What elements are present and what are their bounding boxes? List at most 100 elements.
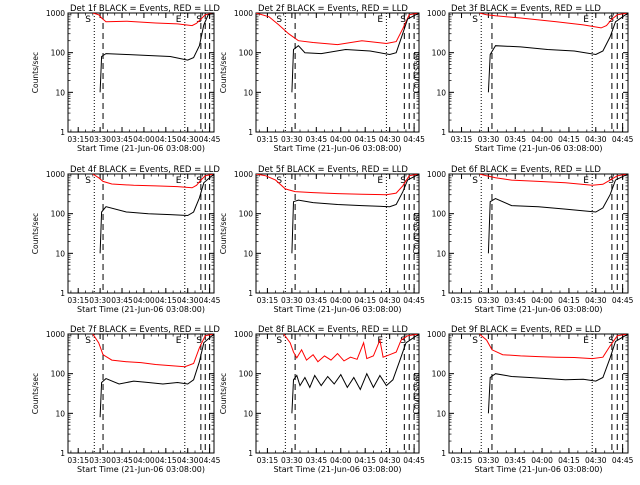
panel-3-frame xyxy=(448,12,629,133)
panel-9: Det 9f BLACK = Events, RED = LLD 1 10 100 10… xyxy=(412,325,634,474)
panel-8-ytick-label: 1 xyxy=(248,449,253,458)
panel-4-frame xyxy=(67,173,215,294)
panel-6-title: Det 6f BLACK = Events, RED = LLD xyxy=(451,165,601,175)
panel-4-ytick-label: 100 xyxy=(51,210,66,219)
panel-3-xlabel: Start Time (21-Jun-06 03:08:00) xyxy=(475,144,603,153)
panel-5-ylabel: Counts/sec xyxy=(219,213,228,254)
panel-5-series xyxy=(256,174,419,254)
panel-2-title: Det 2f BLACK = Events, RED = LLD xyxy=(258,4,408,14)
panel-6-xtick-label: 04:45 xyxy=(612,296,634,305)
panel-7-series xyxy=(92,334,214,418)
panel-1-xtick-label: 04:45 xyxy=(199,135,221,144)
panel-9-xtick-label: 04:30 xyxy=(585,456,607,465)
panel-9-xtick-label: 04:15 xyxy=(558,456,580,465)
panel-6-line-events xyxy=(487,174,628,254)
panel-4-xtick-label: 03:15 xyxy=(67,296,89,305)
panel-3-ytick-label: 10 xyxy=(436,88,446,97)
panel-1-series xyxy=(92,13,214,93)
panel-6-xtick-label: 04:15 xyxy=(558,296,580,305)
panel-5-marker-label: E xyxy=(377,176,383,186)
panel-4-series xyxy=(92,174,214,254)
panel-1-xtick-label: 04:15 xyxy=(155,135,177,144)
panel-2-marker-label: S xyxy=(276,15,282,25)
panel-5-frame xyxy=(255,173,420,294)
panel-7-xtick-label: 03:45 xyxy=(111,456,133,465)
panel-9-xtick-label: 03:15 xyxy=(451,456,473,465)
panel-3-ylabel: Counts/sec xyxy=(412,52,421,93)
panel-8-xtick-label: 03:30 xyxy=(281,456,303,465)
panel-7-title: Det 7f BLACK = Events, RED = LLD xyxy=(70,325,220,335)
panel-1-ytick-label: 1 xyxy=(60,128,65,137)
panel-1-line-lld xyxy=(92,13,214,27)
panel-7-line-events xyxy=(99,334,214,418)
panel-9-ytick-label: 100 xyxy=(432,370,447,379)
panel-3-ytick-label: 1000 xyxy=(427,9,446,18)
panel-3-xtick-label: 04:00 xyxy=(531,135,553,144)
panel-8-ytick-label: 1000 xyxy=(234,330,253,339)
panel-2-ytick-label: 10 xyxy=(243,88,253,97)
panel-6-ytick-label: 100 xyxy=(432,210,447,219)
panel-2-ytick-label: 1000 xyxy=(234,9,253,18)
panel-1-xtick-label: 04:00 xyxy=(133,135,155,144)
panel-7-xtick-label: 04:00 xyxy=(133,456,155,465)
panel-8-xtick-label: 03:45 xyxy=(305,456,327,465)
panel-1-xtick-label: 03:15 xyxy=(67,135,89,144)
panel-8-xtick-label: 04:15 xyxy=(354,456,376,465)
panel-3-title: Det 3f BLACK = Events, RED = LLD xyxy=(451,4,601,14)
panel-5-line-events xyxy=(291,174,419,254)
panel-5-xtick-label: 03:30 xyxy=(281,296,303,305)
panel-7-line-lld xyxy=(92,334,214,368)
panel-6-ytick-label: 1000 xyxy=(427,170,446,179)
panel-1-ylabel: Counts/sec xyxy=(31,52,40,93)
panel-7-ytick-label: 1000 xyxy=(46,330,65,339)
panel-2-marker-label: E xyxy=(377,15,383,25)
panel-7-ytick-label: 100 xyxy=(51,370,66,379)
panel-3-ytick-label: 1 xyxy=(441,128,446,137)
panel-9-xlabel: Start Time (21-Jun-06 03:08:00) xyxy=(475,465,603,474)
panel-2-xtick-label: 03:45 xyxy=(305,135,327,144)
panel-9-ytick-label: 1000 xyxy=(427,330,446,339)
panel-1-marker-label: E xyxy=(176,15,182,25)
panel-5-line-lld xyxy=(256,174,419,196)
panel-2-ytick-label: 100 xyxy=(239,49,254,58)
panel-7-marker-label: E xyxy=(176,336,182,346)
panel-2-xlabel: Start Time (21-Jun-06 03:08:00) xyxy=(274,144,402,153)
panel-8-series xyxy=(283,334,419,414)
panel-3-marker-label: S xyxy=(472,15,478,25)
panel-2-series xyxy=(256,13,419,93)
panel-8-xtick-label: 04:30 xyxy=(379,456,401,465)
panel-2-line-events xyxy=(291,13,419,93)
panel-9-marker-label: E xyxy=(583,336,589,346)
panel-6-marker-label: E xyxy=(583,176,589,186)
panel-3-series xyxy=(479,13,628,93)
panel-5-xtick-label: 04:45 xyxy=(403,296,425,305)
panel-4-xtick-label: 04:30 xyxy=(177,296,199,305)
panel-3-ytick-label: 100 xyxy=(432,49,447,58)
panel-3-xtick-label: 04:45 xyxy=(612,135,634,144)
panel-1-line-events xyxy=(99,13,214,93)
panel-8-ytick-label: 100 xyxy=(239,370,254,379)
panel-5-ytick-label: 10 xyxy=(243,249,253,258)
panel-6-xtick-label: 04:30 xyxy=(585,296,607,305)
panel-6-xtick-label: 04:00 xyxy=(531,296,553,305)
panel-5-marker-label: S xyxy=(400,176,406,186)
panel-2-xtick-label: 04:45 xyxy=(403,135,425,144)
panel-4-marker-label: S xyxy=(85,176,91,186)
panel-9-ytick-label: 1 xyxy=(441,449,446,458)
panel-4-ylabel: Counts/sec xyxy=(31,213,40,254)
panel-6-ylabel: Counts/sec xyxy=(412,213,421,254)
panel-6-ytick-label: 10 xyxy=(436,249,446,258)
panel-7-ytick-label: 1 xyxy=(60,449,65,458)
panel-2-xtick-label: 03:30 xyxy=(281,135,303,144)
panel-1-frame xyxy=(67,12,215,133)
panel-8-ytick-label: 10 xyxy=(243,409,253,418)
panel-8-marker-label: S xyxy=(400,336,406,346)
panel-4-line-events xyxy=(99,174,214,254)
panel-6-series xyxy=(479,174,628,254)
panel-5-xtick-label: 04:15 xyxy=(354,296,376,305)
panel-4-marker-label: E xyxy=(176,176,182,186)
panel-3-xtick-label: 03:45 xyxy=(504,135,526,144)
panel-2-frame xyxy=(255,12,420,133)
panel-6-line-lld xyxy=(479,174,628,186)
